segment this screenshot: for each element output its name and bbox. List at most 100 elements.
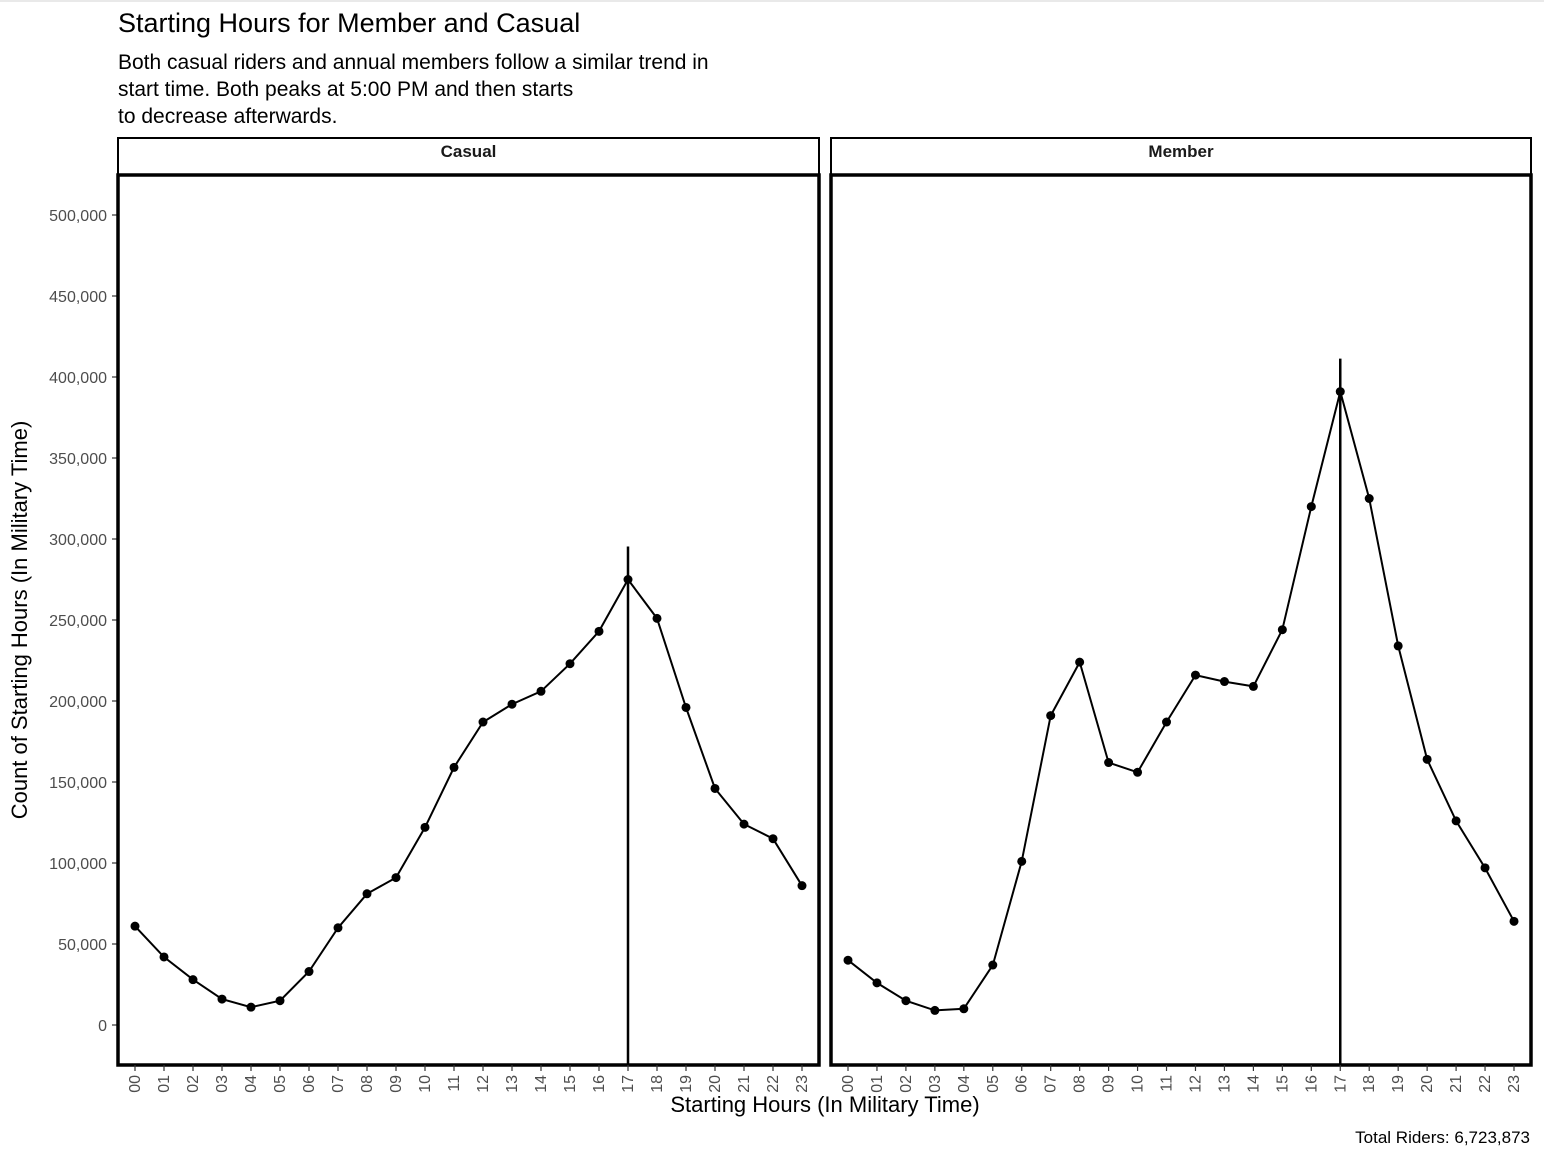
x-tick-label: 05 [985, 1075, 1002, 1093]
x-tick-label: 00 [127, 1075, 144, 1093]
x-tick-label: 14 [1245, 1075, 1262, 1093]
top-border-line [0, 0, 1544, 2]
x-tick-label: 10 [417, 1075, 434, 1093]
x-tick-label: 10 [1130, 1075, 1147, 1093]
data-point [710, 783, 720, 793]
x-tick-label: 02 [898, 1075, 915, 1093]
data-point [1451, 816, 1461, 826]
facet-strip-label: Casual [441, 142, 497, 161]
x-tick-label: 08 [359, 1075, 376, 1093]
x-axis-label: Starting Hours (In Military Time) [670, 1092, 980, 1117]
x-tick-label: 07 [330, 1075, 347, 1093]
data-point [652, 613, 662, 623]
x-tick-label: 15 [1274, 1075, 1291, 1093]
data-point [275, 996, 285, 1006]
x-tick-label: 14 [533, 1075, 550, 1093]
chart-subtitle: Both casual riders and annual members fo… [118, 49, 709, 130]
data-point [449, 762, 459, 772]
x-tick-label: 17 [1332, 1075, 1349, 1093]
data-point [217, 994, 227, 1004]
x-tick-label: 20 [707, 1075, 724, 1093]
x-tick-label: 09 [1101, 1075, 1118, 1093]
subtitle-line: start time. Both peaks at 5:00 PM and th… [118, 78, 574, 101]
data-point [872, 978, 882, 988]
x-tick-label: 15 [562, 1075, 579, 1093]
facet-strip-label: Member [1148, 142, 1214, 161]
facet-panel-border [116, 173, 821, 1067]
y-tick-label: 150,000 [49, 775, 107, 792]
data-point [1219, 677, 1229, 687]
data-point [1017, 856, 1027, 866]
x-tick-label: 02 [185, 1075, 202, 1093]
y-tick-label: 300,000 [49, 532, 107, 549]
data-point [246, 1002, 256, 1012]
y-tick-label: 450,000 [49, 289, 107, 306]
data-point [843, 955, 853, 965]
x-tick-label: 19 [678, 1075, 695, 1093]
data-point [988, 960, 998, 970]
x-tick-label: 11 [1159, 1075, 1176, 1092]
x-tick-label: 01 [156, 1075, 173, 1093]
x-tick-label: 12 [475, 1075, 492, 1093]
x-tick-label: 04 [956, 1075, 973, 1093]
x-tick-label: 17 [620, 1075, 637, 1093]
data-point [1046, 711, 1056, 721]
x-tick-label: 16 [591, 1075, 608, 1093]
y-tick-label: 250,000 [49, 613, 107, 630]
x-tick-label: 09 [388, 1075, 405, 1093]
data-point [420, 822, 430, 832]
subtitle-line: to decrease afterwards. [118, 105, 338, 128]
x-tick-label: 23 [1506, 1075, 1523, 1093]
data-point [1248, 681, 1258, 691]
data-point [1162, 717, 1172, 727]
x-tick-label: 08 [1072, 1075, 1089, 1093]
x-tick-label: 22 [1477, 1075, 1494, 1093]
total-riders-caption: Total Riders: 6,723,873 [1355, 1128, 1530, 1147]
data-point [930, 1005, 940, 1015]
x-tick-label: 07 [1043, 1075, 1060, 1093]
data-point [959, 1004, 969, 1014]
data-point [1480, 863, 1490, 873]
data-point [130, 921, 140, 931]
data-point [768, 834, 778, 844]
data-point [565, 659, 575, 669]
y-tick-label: 400,000 [49, 370, 107, 387]
data-point [1277, 625, 1287, 635]
x-tick-label: 11 [446, 1075, 463, 1092]
x-tick-label: 16 [1303, 1075, 1320, 1093]
x-tick-label: 18 [649, 1075, 666, 1093]
series-line-member [847, 387, 1515, 1012]
data-point [1075, 657, 1085, 667]
x-tick-label: 23 [794, 1075, 811, 1093]
data-point [797, 881, 807, 891]
y-axis-label: Count of Starting Hours (In Military Tim… [7, 420, 32, 820]
x-tick-label: 21 [736, 1075, 753, 1093]
data-point [681, 702, 691, 712]
x-tick-label: 22 [765, 1075, 782, 1093]
data-point [623, 575, 633, 584]
data-point [159, 952, 169, 962]
data-point [1335, 387, 1345, 397]
x-tick-label: 19 [1390, 1075, 1407, 1093]
x-tick-label: 01 [869, 1075, 886, 1093]
y-tick-label: 100,000 [49, 856, 107, 873]
x-tick-label: 18 [1361, 1075, 1378, 1093]
x-tick-label: 03 [214, 1075, 231, 1093]
data-point [1306, 502, 1316, 512]
chart-title: Starting Hours for Member and Casual [118, 8, 581, 38]
x-tick-label: 13 [504, 1075, 521, 1093]
data-point [188, 975, 198, 985]
data-point [739, 819, 749, 829]
subtitle-line: Both casual riders and annual members fo… [118, 51, 709, 74]
data-point [304, 967, 314, 977]
x-tick-label: 13 [1216, 1075, 1233, 1093]
data-point [536, 686, 546, 696]
y-tick-label: 50,000 [58, 937, 107, 954]
data-point [1133, 767, 1143, 777]
series-line-casual [134, 577, 803, 1009]
data-point [333, 923, 343, 933]
facet-strip [830, 137, 1532, 176]
data-point [391, 873, 401, 883]
x-tick-label: 06 [1014, 1075, 1031, 1093]
x-tick-label: 00 [840, 1075, 857, 1093]
